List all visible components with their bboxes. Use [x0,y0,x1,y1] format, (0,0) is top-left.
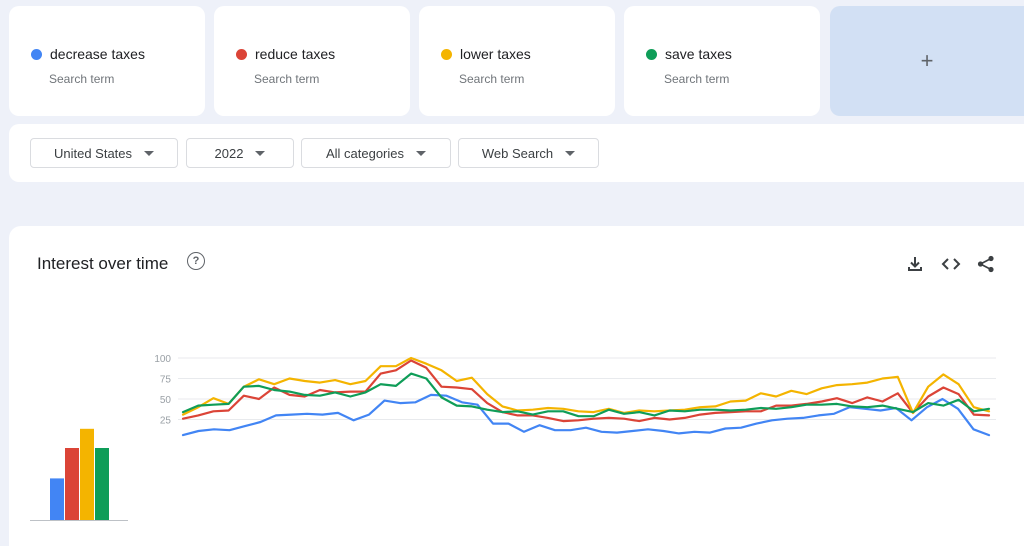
embed-code-icon[interactable] [941,254,961,274]
interest-over-time-panel [9,226,1024,546]
y-tick-label: 25 [160,416,172,427]
series-color-dot [646,48,657,60]
search-term-type: Search term [459,72,525,86]
y-tick-label: 75 [160,375,172,386]
series-line-lower-taxes [181,356,991,416]
search-term-card-lower[interactable]: lower taxes Search term [419,6,615,116]
average-bar [95,448,109,520]
caret-down-icon [144,150,155,156]
filter-bar: United States 2022 All categories Web Se… [9,124,1024,182]
time-period-dropdown[interactable]: 2022 [186,138,294,168]
search-term-card-save[interactable]: save taxes Search term [624,6,820,116]
series-color-dot [31,48,42,60]
region-value: United States [53,145,133,161]
series-color-dot [441,48,452,60]
average-bar [65,448,79,520]
search-term-label: save taxes [665,46,732,62]
search-type-dropdown[interactable]: Web Search [458,138,599,168]
series-line-save-taxes [181,372,991,418]
question-circle-icon[interactable]: ? [187,252,205,270]
average-bar [50,478,64,520]
search-term-label: decrease taxes [50,46,145,62]
search-term-type: Search term [664,72,730,86]
panel-title: Interest over time [37,254,169,273]
plus-icon: + [920,48,934,73]
average-bar [80,428,94,520]
average-bar-chart [30,428,128,521]
add-comparison-button[interactable]: + [830,6,1024,116]
category-dropdown[interactable]: All categories [301,138,451,168]
series-color-dot [236,48,247,60]
search-type-value: Web Search [481,145,554,161]
download-icon[interactable] [905,254,925,274]
y-tick-label: 100 [154,354,171,365]
interest-line-chart: 25 50 75 100 [154,354,996,437]
caret-down-icon [416,150,427,156]
search-term-label: reduce taxes [255,46,336,62]
search-term-label: lower taxes [460,46,531,62]
search-term-card-decrease[interactable]: decrease taxes Search term [9,6,205,116]
y-tick-label: 50 [160,395,172,406]
search-term-card-reduce[interactable]: reduce taxes Search term [214,6,410,116]
category-value: All categories [325,145,405,161]
search-term-type: Search term [49,72,115,86]
caret-down-icon [565,150,576,156]
series-line-decrease-taxes [181,393,991,437]
time-period-value: 2022 [214,145,244,161]
search-term-type: Search term [254,72,320,86]
region-dropdown[interactable]: United States [30,138,178,168]
series-line-reduce-taxes [181,359,991,423]
share-icon[interactable] [976,254,996,274]
caret-down-icon [255,150,266,156]
